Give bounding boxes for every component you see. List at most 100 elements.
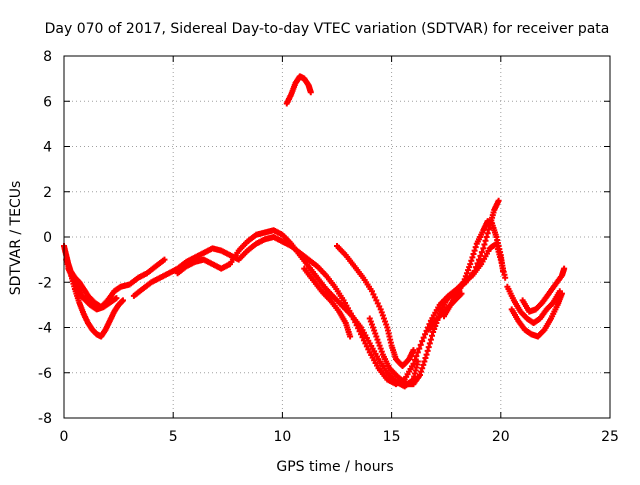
ticks: 0 5 10 15 20 25 -8 -6 -4 -2 0 2 4 6 8 — [38, 49, 619, 445]
data-point — [307, 89, 314, 96]
y-tick-label: 2 — [43, 185, 52, 201]
data-point — [419, 338, 426, 345]
data-point — [119, 297, 126, 304]
data-point — [420, 334, 427, 341]
chart-title: Day 070 of 2017, Sidereal Day-to-day VTE… — [45, 21, 610, 37]
data-point — [419, 365, 426, 372]
x-tick-label: 20 — [492, 429, 510, 445]
data-point — [416, 372, 423, 379]
data-point — [466, 264, 473, 271]
series-track-f — [301, 265, 354, 340]
data-point — [376, 303, 383, 310]
series-track-n — [283, 73, 314, 107]
data-point — [413, 353, 420, 360]
x-tick-label: 25 — [601, 429, 619, 445]
data-point — [427, 336, 434, 343]
y-axis-label: SDTVAR / TECUs — [8, 181, 24, 296]
data-point — [483, 234, 490, 240]
data-point — [383, 321, 390, 328]
data-point — [382, 318, 389, 325]
data-point — [366, 315, 373, 322]
data-point — [372, 330, 379, 337]
data-point — [373, 297, 380, 304]
data-point — [422, 355, 429, 362]
data-point — [424, 347, 431, 354]
data-point — [422, 331, 429, 338]
data-point — [421, 358, 428, 365]
data-point — [375, 339, 382, 346]
data-point — [414, 358, 421, 365]
data-point — [423, 351, 430, 358]
series-track-c — [65, 265, 120, 313]
data-point — [499, 267, 506, 274]
x-tick-label: 5 — [169, 429, 178, 445]
data-point — [161, 256, 168, 263]
data-point — [472, 244, 479, 251]
y-tick-label: 6 — [43, 94, 52, 110]
series-group — [61, 73, 568, 390]
x-tick-label: 15 — [383, 429, 401, 445]
data-point — [376, 342, 383, 349]
data-point — [370, 291, 377, 298]
data-point — [484, 230, 491, 237]
data-point — [425, 344, 432, 351]
y-tick-label: 4 — [43, 140, 52, 156]
series-track-l — [508, 290, 565, 340]
data-point — [468, 257, 475, 264]
data-point — [113, 295, 120, 302]
data-point — [377, 306, 384, 313]
y-tick-label: -6 — [38, 366, 52, 382]
y-tick-label: 0 — [43, 230, 52, 246]
data-point — [367, 318, 374, 325]
data-point — [475, 256, 482, 263]
data-point — [377, 345, 384, 352]
data-point — [482, 237, 489, 244]
data-point — [378, 348, 385, 355]
data-point — [420, 361, 427, 368]
x-tick-label: 0 — [60, 429, 69, 445]
data-point — [477, 252, 484, 259]
data-point — [471, 247, 478, 254]
data-point — [461, 276, 468, 283]
y-tick-label: -2 — [38, 275, 52, 291]
y-tick-label: -8 — [38, 411, 52, 427]
data-point — [470, 250, 477, 257]
data-point — [465, 267, 472, 274]
data-point — [417, 341, 424, 348]
series-track-g — [334, 243, 417, 369]
data-point — [371, 294, 378, 301]
data-point — [426, 340, 433, 347]
data-point — [558, 290, 565, 297]
data-point — [347, 333, 354, 340]
data-point — [371, 327, 378, 334]
data-point — [462, 273, 469, 280]
data-point — [478, 249, 485, 256]
y-tick-label: -4 — [38, 321, 52, 337]
series-track-m — [519, 265, 568, 315]
data-point — [460, 279, 467, 286]
data-point — [380, 315, 387, 322]
data-point — [467, 261, 474, 268]
y-tick-label: 8 — [43, 49, 52, 65]
data-point — [410, 347, 417, 354]
series-track-e — [174, 227, 421, 390]
data-point — [373, 333, 380, 340]
data-point — [429, 332, 436, 339]
x-tick-label: 10 — [273, 429, 291, 445]
data-point — [430, 329, 437, 336]
data-point — [481, 241, 488, 248]
data-point — [379, 312, 386, 319]
series-track-j — [425, 290, 465, 333]
data-point — [469, 254, 476, 261]
data-point — [418, 368, 425, 375]
data-point — [561, 265, 568, 272]
data-point — [495, 197, 502, 204]
series-track-k — [504, 283, 563, 326]
data-point — [463, 270, 470, 277]
data-point — [374, 300, 381, 307]
data-point — [368, 288, 375, 295]
data-point — [502, 274, 509, 281]
